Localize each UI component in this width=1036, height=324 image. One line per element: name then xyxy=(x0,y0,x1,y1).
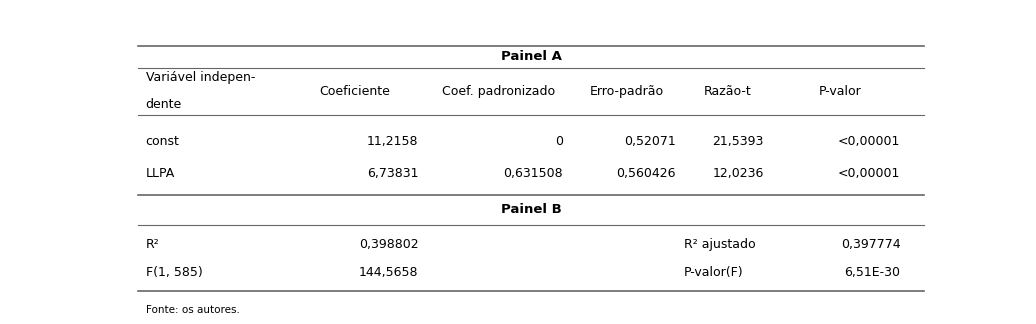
Text: 0,52071: 0,52071 xyxy=(624,135,675,148)
Text: Painel A: Painel A xyxy=(500,51,562,64)
Text: 21,5393: 21,5393 xyxy=(713,135,764,148)
Text: LLPA: LLPA xyxy=(145,167,175,180)
Text: 0,631508: 0,631508 xyxy=(503,167,564,180)
Text: Razão-t: Razão-t xyxy=(703,85,751,98)
Text: R²: R² xyxy=(145,238,160,251)
Text: R² ajustado: R² ajustado xyxy=(684,238,755,251)
Text: dente: dente xyxy=(145,98,181,111)
Text: 6,51E-30: 6,51E-30 xyxy=(844,266,900,279)
Text: 144,5658: 144,5658 xyxy=(359,266,419,279)
Text: Fonte: os autores.: Fonte: os autores. xyxy=(145,305,239,315)
Text: Variável indepen-: Variável indepen- xyxy=(145,71,255,84)
Text: P-valor(F): P-valor(F) xyxy=(684,266,743,279)
Text: Coef. padronizado: Coef. padronizado xyxy=(442,85,555,98)
Text: 0,397774: 0,397774 xyxy=(840,238,900,251)
Text: <0,00001: <0,00001 xyxy=(838,135,900,148)
Text: P-valor: P-valor xyxy=(818,85,862,98)
Text: F(1, 585): F(1, 585) xyxy=(145,266,202,279)
Text: 12,0236: 12,0236 xyxy=(713,167,764,180)
Text: 11,2158: 11,2158 xyxy=(367,135,419,148)
Text: 0,560426: 0,560426 xyxy=(616,167,675,180)
Text: <0,00001: <0,00001 xyxy=(838,167,900,180)
Text: Erro-padrão: Erro-padrão xyxy=(591,85,664,98)
Text: Painel B: Painel B xyxy=(500,203,562,216)
Text: 6,73831: 6,73831 xyxy=(367,167,419,180)
Text: 0,398802: 0,398802 xyxy=(358,238,419,251)
Text: 0: 0 xyxy=(555,135,564,148)
Text: Coeficiente: Coeficiente xyxy=(319,85,390,98)
Text: const: const xyxy=(145,135,179,148)
